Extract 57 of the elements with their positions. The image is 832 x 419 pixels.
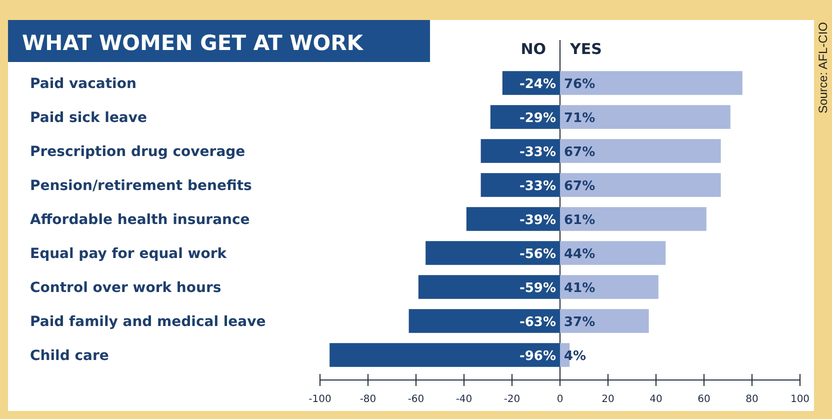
- y-tick-label: Equal pay for equal work: [30, 246, 228, 262]
- x-tick-label: -100: [308, 394, 332, 405]
- y-tick-label: Affordable health insurance: [30, 212, 250, 228]
- data-label: -33%: [519, 145, 556, 160]
- bar: [560, 139, 721, 163]
- data-label: -56%: [519, 247, 556, 262]
- x-tick-label: 0: [556, 394, 564, 405]
- data-label: -24%: [519, 77, 556, 92]
- data-label: 71%: [564, 111, 596, 126]
- bar: [560, 207, 706, 231]
- x-tick-label: 60: [698, 394, 710, 405]
- bar: [560, 105, 730, 129]
- source-note: Source: AFL-CIO: [816, 22, 830, 114]
- data-label: -33%: [519, 179, 556, 194]
- bar: [560, 241, 666, 265]
- bar: [560, 309, 649, 333]
- data-label: 67%: [564, 145, 596, 160]
- y-tick-label: Pension/retirement benefits: [30, 178, 252, 194]
- y-tick-label: Paid sick leave: [30, 110, 148, 126]
- x-tick-label: -40: [456, 394, 472, 405]
- bar: [560, 71, 742, 95]
- series-label: NO: [520, 40, 546, 58]
- chart-title: WHAT WOMEN GET AT WORK: [22, 31, 364, 55]
- data-label: 37%: [564, 315, 596, 330]
- data-label: 44%: [564, 247, 596, 262]
- data-label: -29%: [519, 111, 556, 126]
- y-tick-label: Paid family and medical leave: [30, 314, 266, 330]
- x-tick-label: -80: [360, 394, 376, 405]
- x-tick-label: 20: [602, 394, 614, 405]
- bar: [480, 173, 560, 197]
- bar: [560, 173, 721, 197]
- y-tick-label: Child care: [30, 348, 109, 364]
- data-label: -59%: [519, 281, 556, 296]
- data-label: -63%: [519, 315, 556, 330]
- data-label: 76%: [564, 77, 596, 92]
- bar: [480, 139, 560, 163]
- bar: [426, 241, 560, 265]
- bar: [466, 207, 560, 231]
- data-label: 4%: [564, 349, 586, 364]
- x-tick-label: 40: [650, 394, 662, 405]
- data-label: -96%: [519, 349, 556, 364]
- x-tick-label: -60: [408, 394, 424, 405]
- data-label: 61%: [564, 213, 596, 228]
- x-tick-label: 100: [790, 394, 810, 405]
- y-tick-label: Paid vacation: [30, 76, 136, 92]
- y-tick-label: Control over work hours: [30, 280, 222, 296]
- data-label: -39%: [519, 213, 556, 228]
- x-tick-label: -20: [504, 394, 520, 405]
- x-tick-label: 80: [746, 394, 758, 405]
- series-label: YES: [569, 40, 602, 58]
- bar: [418, 275, 560, 299]
- data-label: 41%: [564, 281, 596, 296]
- bar: [330, 343, 560, 367]
- bar: [560, 275, 658, 299]
- y-tick-label: Prescription drug coverage: [30, 144, 246, 160]
- bar: [408, 309, 560, 333]
- data-label: 67%: [564, 179, 596, 194]
